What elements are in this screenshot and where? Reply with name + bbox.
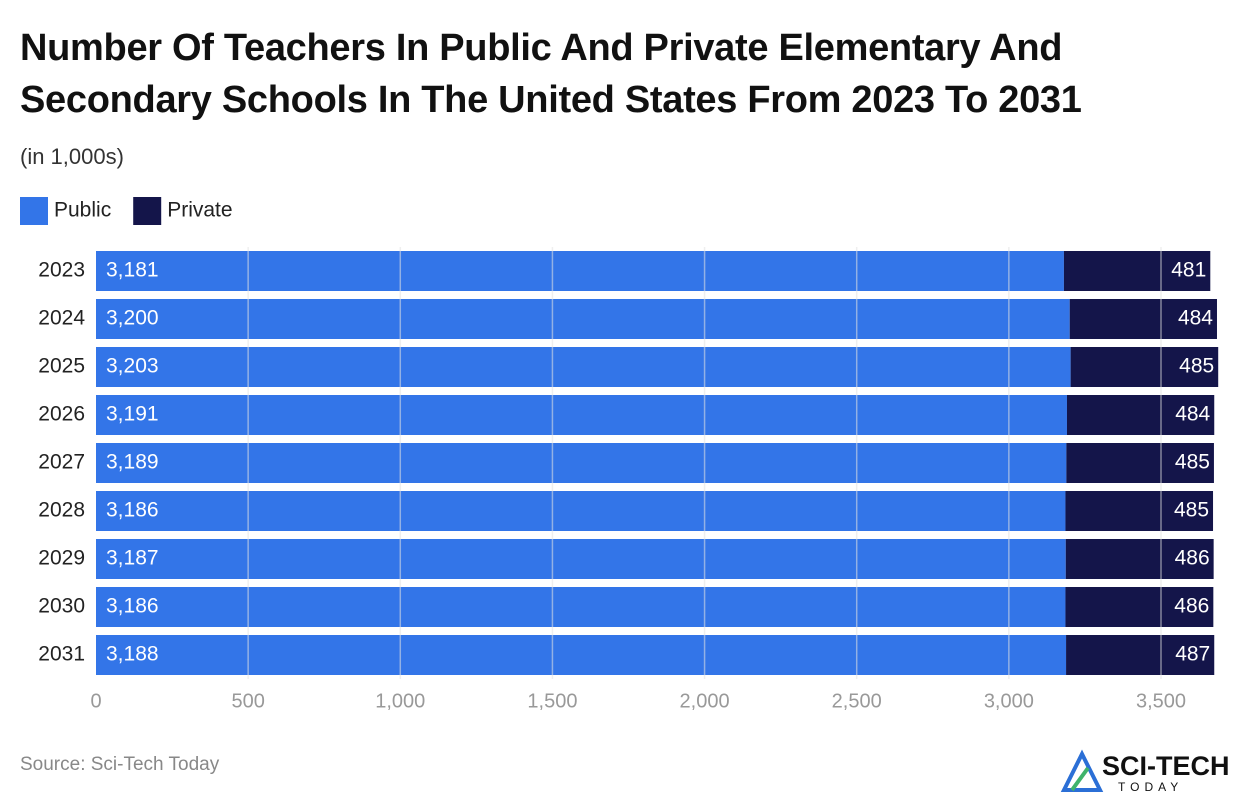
x-tick-label: 3,500 [1136,690,1186,712]
data-label: 3,187 [106,547,159,570]
bar-segment [1065,587,1214,627]
bar-segment [1066,635,1215,675]
bar-segment [96,299,1070,339]
subtitle: (in 1,000s) [20,144,124,169]
data-label: 487 [1175,643,1210,666]
data-label: 3,200 [106,307,159,330]
data-label: 486 [1174,595,1209,618]
legend-swatch [133,197,162,225]
y-tick-label: 2028 [38,499,85,522]
bar-segment [96,395,1067,435]
bar-segment [96,587,1066,627]
y-tick-label: 2030 [38,595,85,618]
x-tick-label: 500 [231,690,264,712]
data-label: 3,181 [106,259,159,282]
bar-segment [1066,443,1214,483]
x-tick-label: 1,500 [527,690,577,712]
x-tick-label: 3,000 [984,690,1034,712]
y-tick-label: 2029 [38,547,85,570]
data-label: 3,189 [106,451,159,474]
data-label: 484 [1175,403,1210,426]
logo-icon-accent [1070,766,1090,792]
y-tick-label: 2026 [38,403,85,426]
data-label: 481 [1171,259,1206,282]
x-tick-label: 2,000 [680,690,730,712]
bar-segment [96,491,1066,531]
bar-segment [1069,299,1217,339]
bar-segment [96,635,1067,675]
legend-label: Public [54,199,111,222]
data-label: 3,191 [106,403,159,426]
y-tick-label: 2025 [38,355,85,378]
data-label: 486 [1175,547,1210,570]
y-tick-label: 2027 [38,451,85,474]
bar-segment [1063,251,1211,291]
x-tick-label: 2,500 [832,690,882,712]
legend-label: Private [167,199,232,222]
bar-segment [96,251,1064,291]
bar-segment [96,539,1066,579]
data-label: 485 [1179,355,1214,378]
data-label: 3,188 [106,643,159,666]
chart-title: Number Of Teachers In Public And Private… [20,27,1082,121]
bar-segment [96,347,1071,387]
data-label: 3,203 [106,355,159,378]
x-tick-label: 1,000 [375,690,425,712]
bar-segment [1066,395,1215,435]
y-tick-label: 2024 [38,307,85,330]
data-label: 485 [1174,499,1209,522]
y-tick-label: 2031 [38,643,85,666]
bar-segment [1065,491,1214,531]
logo-icon [1060,749,1104,792]
bar-segment [96,443,1067,483]
data-label: 3,186 [106,499,159,522]
data-label: 485 [1175,451,1210,474]
brand-name: SCI-TECH [1102,751,1230,781]
data-label: 3,186 [106,595,159,618]
brand-tagline: TODAY [1118,780,1183,794]
source: Source: Sci-Tech Today [20,754,220,775]
legend-swatch [20,197,48,225]
y-tick-label: 2023 [38,259,85,282]
bar-segment [1065,539,1214,579]
data-label: 484 [1178,307,1213,330]
bar-segment [1070,347,1219,387]
x-tick-label: 0 [90,690,101,712]
